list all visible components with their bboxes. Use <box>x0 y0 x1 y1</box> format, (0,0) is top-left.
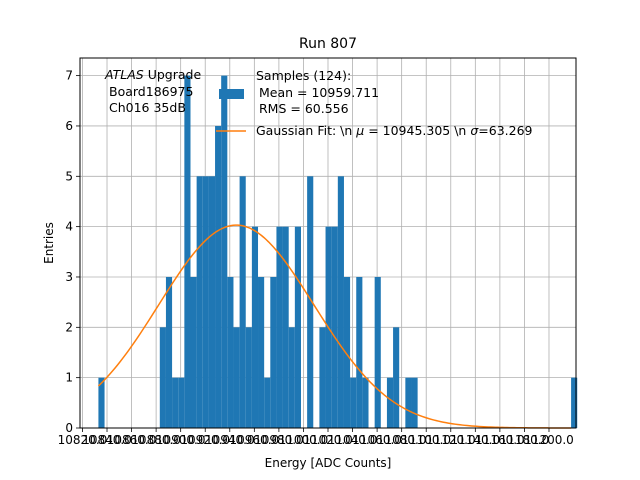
legend-fit-mu: μ <box>355 123 364 138</box>
gaussian-fit-curve <box>97 224 572 429</box>
legend-hist-swatch <box>219 89 244 99</box>
histogram-bar <box>172 377 179 428</box>
x-tick-label: 11120.0 <box>426 433 476 447</box>
histogram-bar <box>270 276 277 428</box>
legend-fit-mid: = 10945.305 \n <box>364 123 470 138</box>
histogram-bars <box>98 75 578 429</box>
histogram-bar <box>393 327 400 428</box>
histogram-bar <box>362 377 369 428</box>
legend-hist-line2: Mean = 10959.711 <box>259 85 379 100</box>
atlas-annotation: ATLAS Upgrade Board186975 Ch016 35dB <box>104 67 201 115</box>
histogram-bar <box>343 276 351 428</box>
histogram-bar <box>178 377 185 428</box>
histogram-bar <box>264 377 271 428</box>
y-tick-label: 2 <box>65 320 73 334</box>
histogram-bar <box>411 377 418 428</box>
chart-title: Run 807 <box>299 36 357 52</box>
histogram-bar <box>208 176 216 428</box>
fit-curve-layer <box>97 224 572 429</box>
x-tick-label: 10960.0 <box>230 433 280 447</box>
legend-hist-line1: Samples (124): <box>256 68 351 83</box>
x-tick-label: 10940.0 <box>205 433 255 447</box>
y-tick-label: 6 <box>65 119 73 133</box>
x-tick-label: 11160.0 <box>475 433 525 447</box>
legend-fit-label: Gaussian Fit: \n μ = 10945.305 \n σ=63.2… <box>256 123 533 138</box>
histogram-bar <box>294 226 301 428</box>
histogram-bar <box>276 226 283 428</box>
histogram-bar <box>98 377 105 428</box>
x-tick-label: 11140.0 <box>451 433 501 447</box>
histogram-bar <box>571 377 578 428</box>
x-tick-label: 11000.0 <box>279 433 329 447</box>
x-tick-label: 11020.0 <box>303 433 353 447</box>
x-axis-label: Energy [ADC Counts] <box>265 456 392 470</box>
x-tick-label: 10860.0 <box>107 433 157 447</box>
histogram-bar <box>165 276 173 428</box>
x-tick-label: 10900.0 <box>156 433 206 447</box>
histogram-bar <box>356 276 363 428</box>
histogram-bar <box>190 276 197 428</box>
histogram-bar <box>239 176 246 428</box>
histogram-bar <box>245 327 252 428</box>
histogram-bar <box>386 377 394 428</box>
y-axis-ticks: 0 1 2 3 4 5 6 7 <box>65 69 80 435</box>
histogram-bar <box>221 75 228 428</box>
legend-fit-sigma: σ <box>470 123 479 138</box>
x-axis-ticks: 10820.010840.010860.010880.010900.010920… <box>58 428 574 447</box>
histogram-bar <box>159 327 166 428</box>
histogram-bar <box>258 276 265 428</box>
y-tick-label: 7 <box>65 69 73 83</box>
y-tick-label: 4 <box>65 220 73 234</box>
y-tick-label: 0 <box>65 421 73 435</box>
histogram-bar <box>251 226 259 428</box>
histogram-bar <box>337 176 344 428</box>
atlas-italic: ATLAS <box>104 67 144 82</box>
legend-hist-line3: RMS = 60.556 <box>259 101 349 116</box>
x-tick-label: 11180.0 <box>500 433 550 447</box>
histogram-bar <box>405 377 412 428</box>
x-tick-label: 10920.0 <box>180 433 230 447</box>
x-tick-label: 11100.0 <box>401 433 451 447</box>
channel-label: Ch016 35dB <box>109 100 186 115</box>
histogram-bar <box>227 276 234 428</box>
histogram-bar <box>233 327 240 428</box>
board-label: Board186975 <box>109 84 193 99</box>
histogram-bar <box>374 276 381 428</box>
x-tick-label: 11200.0 <box>524 433 574 447</box>
histogram-bar <box>288 327 295 428</box>
legend-fit-suffix: =63.269 <box>478 123 532 138</box>
histogram-bar <box>307 176 314 428</box>
histogram-bar <box>196 176 203 428</box>
y-tick-label: 5 <box>65 169 73 183</box>
x-tick-label: 11080.0 <box>377 433 427 447</box>
x-tick-label: 10980.0 <box>254 433 304 447</box>
histogram-bar <box>331 226 338 428</box>
legend-fit-prefix: Gaussian Fit: \n <box>256 123 356 138</box>
x-tick-label: 10820.0 <box>58 433 108 447</box>
histogram-bar <box>202 176 209 428</box>
histogram-bar <box>282 226 289 428</box>
atlas-label: ATLAS Upgrade <box>104 67 201 82</box>
y-axis-label: Entries <box>42 222 56 264</box>
atlas-rest: Upgrade <box>144 67 202 82</box>
y-tick-label: 3 <box>65 270 73 284</box>
histogram-bar <box>350 377 357 428</box>
x-tick-label: 10880.0 <box>131 433 181 447</box>
y-tick-label: 1 <box>65 371 73 385</box>
histogram-bar <box>184 75 191 428</box>
histogram-bar <box>215 125 222 429</box>
x-tick-label: 11060.0 <box>352 433 402 447</box>
x-tick-label: 11040.0 <box>328 433 378 447</box>
histogram-bar <box>319 327 326 428</box>
legend: Samples (124): Mean = 10959.711 RMS = 60… <box>216 68 533 138</box>
x-tick-label: 10840.0 <box>82 433 132 447</box>
